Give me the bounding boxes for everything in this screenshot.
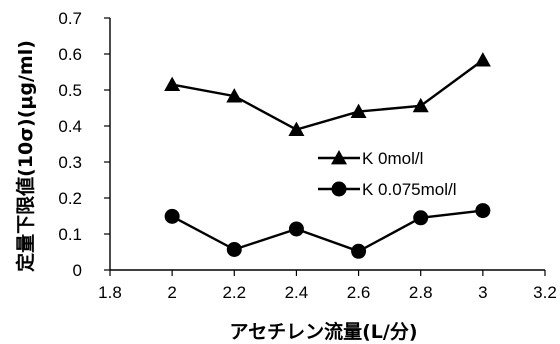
y-tick-label: 0: [73, 261, 82, 280]
legend-entry: K 0.075mol/l: [318, 180, 457, 199]
data-point: [351, 243, 367, 259]
series-line: [171, 209, 484, 253]
data-point: [164, 208, 180, 224]
x-tick-label: 3: [478, 283, 487, 302]
series-layer: [164, 52, 491, 259]
x-axis-label: アセチレン流量(L/分): [229, 320, 417, 343]
data-point: [288, 121, 305, 136]
data-point: [350, 103, 367, 118]
x-tick-label: 2.8: [409, 283, 433, 302]
data-point: [413, 210, 429, 226]
y-tick-label: 0.1: [58, 225, 82, 244]
x-tick-label: 2.4: [285, 283, 309, 302]
legend: K 0mol/l K 0.075mol/l: [318, 149, 457, 199]
legend-marker: [331, 181, 347, 197]
axes: [104, 17, 546, 276]
legend-label: K 0mol/l: [362, 149, 423, 168]
legend-entry: K 0mol/l: [318, 149, 423, 168]
series-2: [164, 203, 491, 259]
data-point: [164, 76, 181, 91]
data-point: [288, 221, 304, 237]
x-tick-label: 2.6: [347, 283, 371, 302]
legend-label: K 0.075mol/l: [362, 180, 457, 199]
series-line: [171, 59, 484, 131]
x-tick-label: 1.8: [98, 283, 122, 302]
x-tick-label: 3.2: [533, 283, 557, 302]
data-point: [474, 52, 491, 67]
tick-labels: 0 0.1 0.2 0.3 0.4 0.5 0.6 0.7 1.8 2 2.2 2.4 2.6 2.8 3 3…: [58, 9, 556, 302]
legend-marker: [331, 150, 347, 165]
series-1: [164, 52, 491, 136]
data-point: [412, 97, 429, 113]
y-axis-label: 定量下限値(10σ)(μg/ml): [14, 40, 37, 272]
y-tick-label: 0.5: [58, 81, 82, 100]
y-tick-label: 0.3: [58, 153, 82, 172]
y-tick-label: 0.7: [58, 9, 82, 28]
data-point: [226, 88, 243, 103]
data-point: [475, 203, 491, 219]
y-tick-label: 0.6: [58, 45, 82, 64]
y-tick-label: 0.4: [58, 117, 82, 136]
x-tick-label: 2: [167, 283, 176, 302]
x-tick-label: 2.2: [222, 283, 246, 302]
y-tick-label: 0.2: [58, 189, 82, 208]
data-point: [226, 241, 242, 257]
